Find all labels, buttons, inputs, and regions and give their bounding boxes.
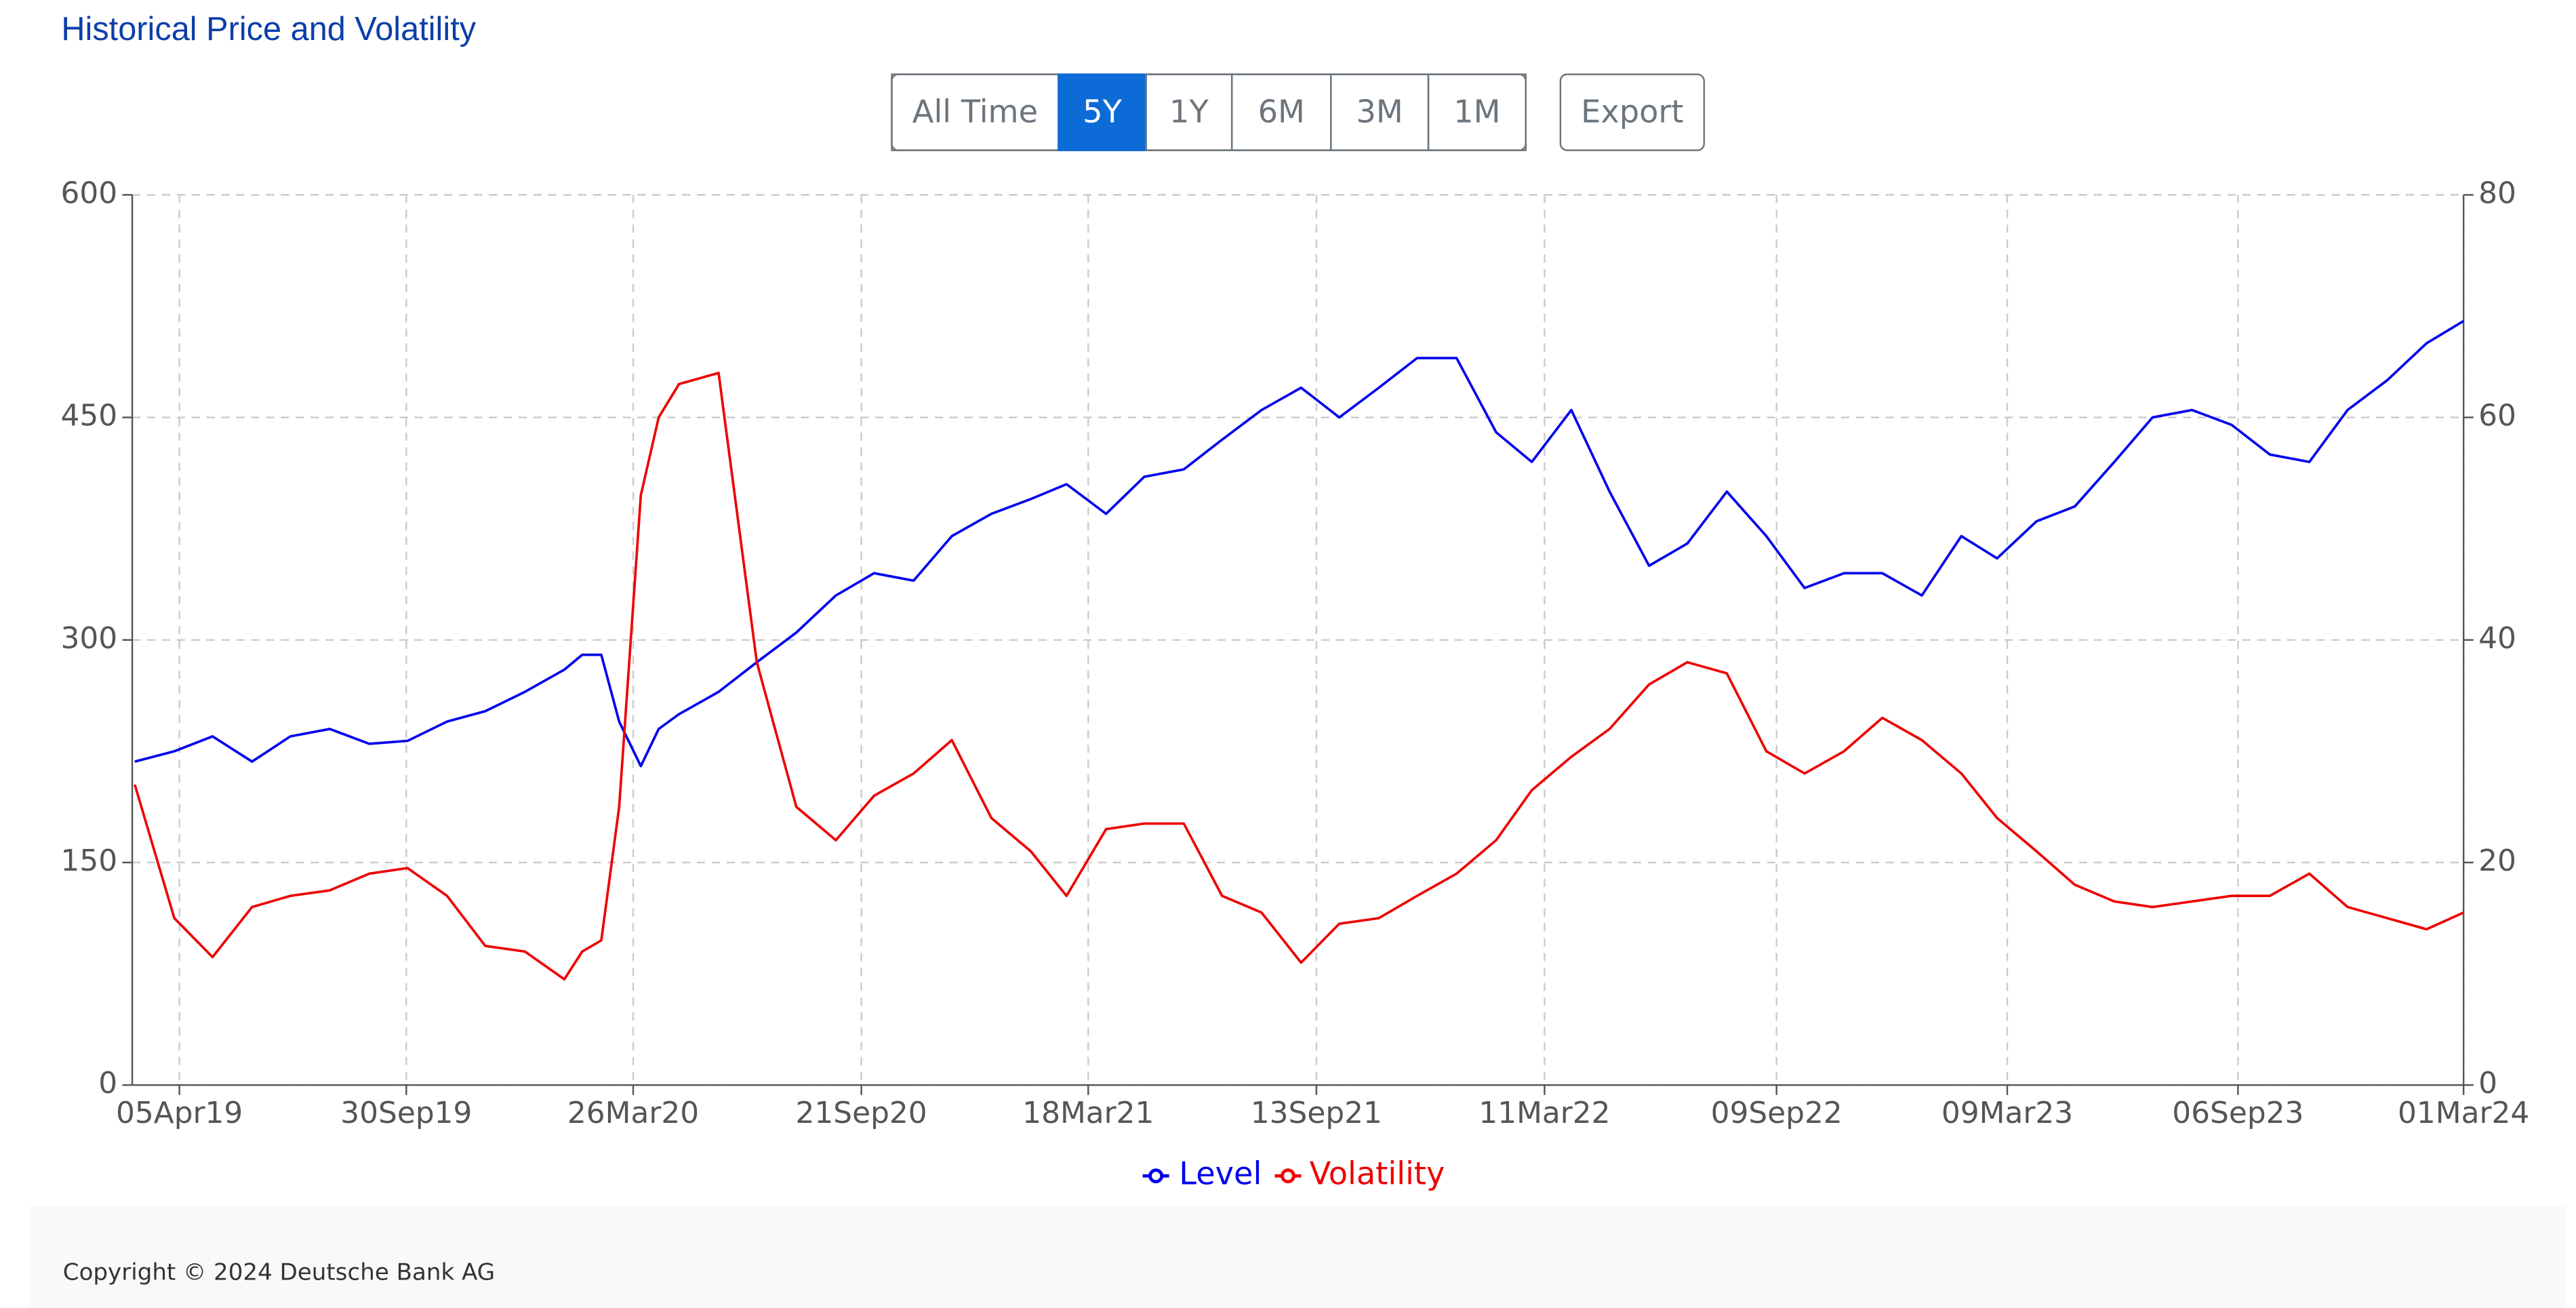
range-button-label: 3M <box>1356 94 1403 130</box>
series-line <box>134 319 2465 768</box>
range-button[interactable] <box>1058 73 1147 151</box>
y2-tick-label: 80 <box>2478 176 2516 210</box>
y-tick-label: 300 <box>60 621 117 656</box>
legend-label: Level <box>1179 1155 1262 1192</box>
x-tick-label: 30Sep19 <box>340 1096 472 1130</box>
series-line <box>134 372 2464 981</box>
y-tick-label: 450 <box>60 399 117 433</box>
legend-marker <box>1148 1168 1164 1184</box>
footer <box>30 1205 2567 1308</box>
range-button-label: 6M <box>1258 94 1305 130</box>
range-button[interactable] <box>1427 73 1527 151</box>
y-tick-label: 0 <box>98 1066 117 1101</box>
y-tick-label: 600 <box>60 176 117 210</box>
x-tick-label: 09Mar23 <box>1941 1096 2073 1130</box>
y2-tick-label: 40 <box>2478 621 2516 656</box>
y2-tick-label: 0 <box>2478 1066 2497 1101</box>
x-tick-label: 06Sep23 <box>2172 1096 2303 1130</box>
x-tick-label: 18Mar21 <box>1022 1096 1154 1130</box>
legend-marker <box>1281 1168 1295 1184</box>
x-tick-label: 21Sep20 <box>796 1096 927 1130</box>
export-button[interactable] <box>1559 73 1705 151</box>
export-label: Export <box>1581 94 1683 130</box>
range-button-label: 1M <box>1453 94 1500 130</box>
range-button-label: 5Y <box>1083 94 1122 130</box>
x-tick-label: 13Sep21 <box>1251 1096 1382 1130</box>
legend-label: Volatility <box>1310 1155 1445 1192</box>
x-tick-label: 01Mar24 <box>2398 1096 2529 1130</box>
copyright: Copyright © 2024 Deutsche Bank AG <box>63 1259 495 1286</box>
x-tick-label: 26Mar20 <box>567 1096 699 1130</box>
x-tick-label: 09Sep22 <box>1711 1096 1843 1130</box>
range-button-label: 1Y <box>1169 94 1209 130</box>
x-tick-label: 11Mar22 <box>1478 1096 1610 1130</box>
range-button-label: All Time <box>912 94 1038 130</box>
y2-tick-label: 20 <box>2478 844 2516 878</box>
x-tick-label: 05Apr19 <box>116 1096 243 1130</box>
y2-tick-label: 60 <box>2478 399 2516 433</box>
page-title: Historical Price and Volatility <box>61 11 476 47</box>
y-tick-label: 150 <box>60 844 117 878</box>
